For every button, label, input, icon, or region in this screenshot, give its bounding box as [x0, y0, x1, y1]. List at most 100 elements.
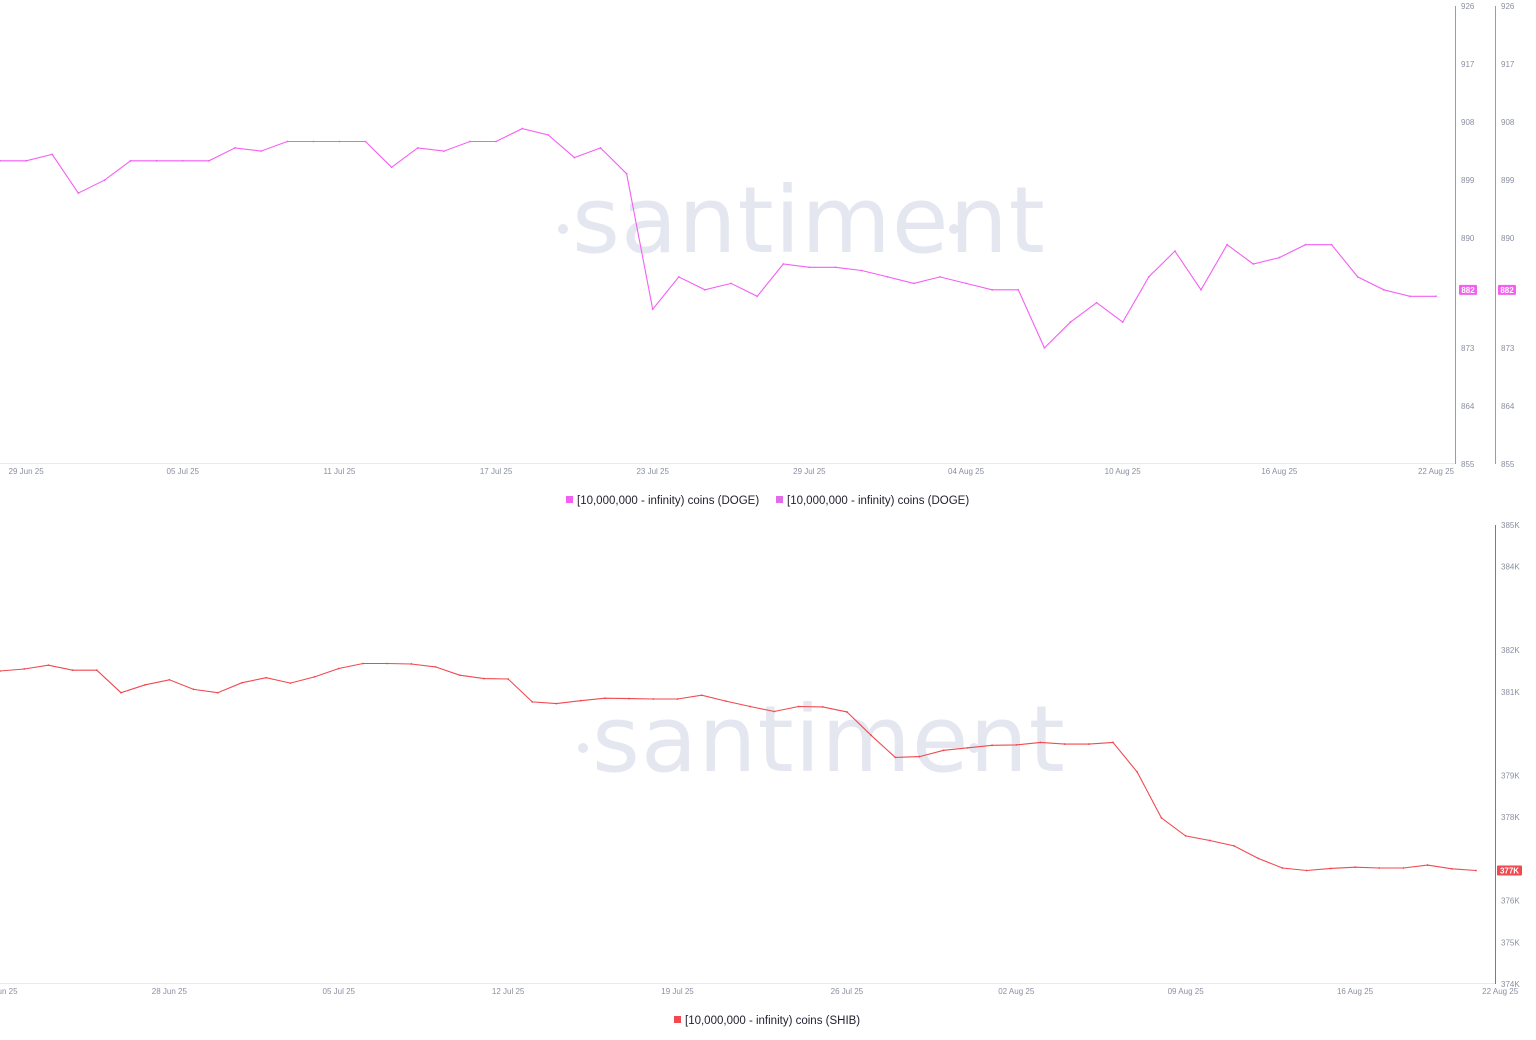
data-point — [144, 683, 147, 686]
data-point — [469, 140, 471, 143]
legend-item-1: [10,000,000 - infinity) coins (DOGE) — [577, 495, 759, 507]
x-tick-label: 05 Jul 25 — [167, 467, 200, 476]
data-point — [1043, 346, 1046, 349]
x-tick-label: 22 Aug 25 — [1482, 987, 1519, 996]
data-point — [1402, 867, 1405, 869]
data-point — [531, 701, 534, 703]
data-point — [1281, 867, 1284, 869]
data-point — [1233, 844, 1235, 847]
data-point — [1112, 741, 1114, 744]
shib-chart: santiment 385K 384K 382K 381K 379K 378K 376K 37… — [0, 521, 1522, 1027]
x-tick-label: 04 Aug 25 — [948, 467, 985, 476]
data-point — [939, 276, 941, 278]
data-point — [1450, 867, 1453, 870]
data-point — [700, 694, 703, 697]
data-point — [797, 705, 800, 708]
y-tick-label: 375K — [1501, 938, 1520, 947]
legend-item-1: [10,000,000 - infinity) coins (SHIB) — [685, 1015, 860, 1027]
data-point — [410, 663, 413, 665]
data-point — [725, 700, 727, 702]
y-tick-label: 899 — [1461, 176, 1475, 185]
data-point — [677, 276, 680, 278]
data-point — [1378, 867, 1381, 869]
y-tick-label: 890 — [1461, 234, 1475, 243]
x-tick-label: 29 Jun 25 — [9, 467, 45, 476]
legend: [10,000,000 - infinity) coins (SHIB) — [674, 1015, 860, 1027]
watermark: santiment — [578, 686, 1065, 793]
data-point — [808, 266, 811, 269]
last-value-badge — [1497, 865, 1522, 876]
y-tick-label: 917 — [1461, 60, 1475, 69]
doge-chart: santiment 926 926 917 917 908 908 899 899 890 890… — [0, 2, 1516, 507]
data-point — [773, 710, 776, 713]
y-tick-label: 926 — [1461, 2, 1475, 11]
data-point — [886, 276, 889, 278]
data-point — [241, 681, 243, 684]
data-point — [364, 140, 367, 143]
value-badges: 882 882 — [1459, 284, 1516, 295]
data-point — [704, 288, 706, 291]
y-tick-label: 374K — [1501, 980, 1520, 989]
data-point — [782, 263, 785, 265]
data-point — [1354, 866, 1356, 869]
y-tick-label: 908 — [1501, 118, 1515, 127]
x-tick-label: 19 Jul 25 — [661, 987, 694, 996]
data-point — [313, 675, 316, 678]
data-point — [1382, 288, 1385, 291]
data-point — [390, 166, 393, 169]
data-point — [912, 282, 915, 285]
data-point — [1426, 864, 1429, 866]
data-point — [651, 308, 654, 311]
y-tick-label: 864 — [1461, 402, 1475, 411]
data-point — [129, 159, 132, 162]
data-point — [1174, 250, 1176, 253]
x-tick-label: 12 Jul 25 — [492, 987, 525, 996]
data-point — [1069, 321, 1072, 323]
x-tick-label: 10 Aug 25 — [1105, 467, 1142, 476]
data-point — [1200, 288, 1202, 291]
data-point — [573, 156, 576, 159]
value-badges: 377K — [1497, 865, 1522, 876]
last-value-label: 377K — [1500, 867, 1519, 876]
x-tick-label: 28 Jun 25 — [152, 987, 188, 996]
y-tick-label: 890 — [1501, 234, 1515, 243]
data-point — [756, 295, 759, 298]
data-point — [965, 282, 967, 285]
data-point — [1039, 741, 1042, 744]
data-point — [555, 702, 558, 705]
data-point — [845, 711, 848, 713]
y-axis-ticks: 385K 384K 382K 381K 379K 378K 376K 375K 374K — [1501, 521, 1520, 989]
data-point — [1147, 276, 1150, 278]
legend-swatch — [776, 496, 783, 503]
x-axis-ticks: 29 Jun 25 05 Jul 25 11 Jul 25 17 Jul 25 23 J… — [9, 467, 1455, 476]
data-point — [628, 697, 631, 700]
series-line-doge — [0, 128, 1436, 349]
watermark-text: santiment — [572, 167, 1046, 274]
data-point — [894, 756, 897, 759]
data-point — [181, 159, 184, 162]
data-point — [207, 159, 210, 162]
data-point — [991, 288, 994, 291]
data-point — [1304, 243, 1307, 246]
data-point — [821, 706, 824, 708]
data-point — [1160, 817, 1163, 819]
data-point — [495, 140, 497, 143]
data-point — [338, 140, 341, 143]
data-point — [442, 150, 445, 153]
y-tick-label: 385K — [1501, 521, 1520, 530]
data-point — [155, 159, 158, 162]
data-point — [312, 140, 315, 143]
data-point — [168, 678, 171, 681]
data-point — [1435, 295, 1437, 298]
data-point — [730, 282, 732, 285]
data-point — [286, 140, 289, 143]
data-point — [1121, 321, 1124, 323]
y-tick-label: 378K — [1501, 813, 1520, 822]
data-point — [1015, 744, 1018, 746]
y-tick-label: 873 — [1501, 344, 1515, 353]
data-point — [547, 134, 550, 136]
data-point — [25, 159, 28, 162]
watermark: santiment — [558, 167, 1046, 274]
data-point — [120, 691, 122, 694]
series-line-shib — [0, 662, 1477, 872]
